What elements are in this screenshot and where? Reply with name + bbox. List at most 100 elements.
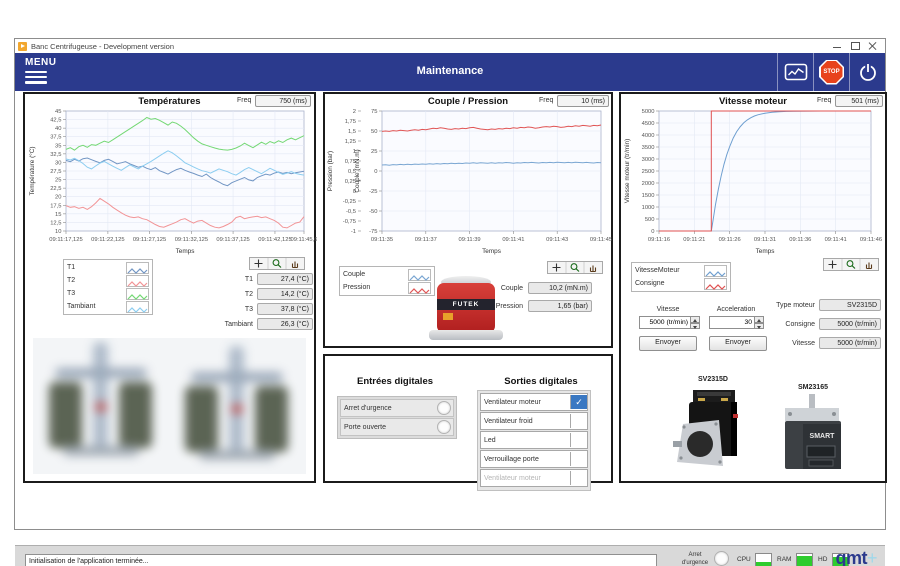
- svg-text:09:11:26: 09:11:26: [719, 237, 741, 243]
- motor-brand-text: SMART: [810, 433, 836, 440]
- input-row: Porte ouverte: [340, 418, 454, 436]
- svg-text:5000: 5000: [642, 109, 655, 115]
- freq-value[interactable]: 10 (ms): [557, 95, 609, 107]
- stop-button[interactable]: STOP: [813, 53, 849, 91]
- graph-palette[interactable]: [823, 258, 879, 276]
- vitesse-chart[interactable]: 5000450040003500300025002000150010005000…: [621, 107, 887, 257]
- graph-palette[interactable]: [249, 257, 305, 275]
- freq-value[interactable]: 501 (ms): [835, 95, 883, 107]
- line-chart-icon: [784, 63, 807, 81]
- main-content: Températures Freq 750 (ms) 45 42,5 40 37,5 3…: [15, 91, 887, 566]
- svg-text:42,5: 42,5: [50, 118, 61, 124]
- minimize-icon[interactable]: [831, 41, 843, 51]
- vitesse-input[interactable]: 5000 (tr/min): [639, 316, 700, 329]
- wave-icon: [126, 261, 149, 274]
- wave-icon: [126, 300, 149, 313]
- svg-text:35: 35: [55, 143, 61, 149]
- checkbox[interactable]: ✓: [570, 433, 587, 447]
- output-row[interactable]: Ventilateur froid✓: [480, 412, 588, 430]
- graph-palette[interactable]: [547, 261, 603, 279]
- legend-item[interactable]: T3: [67, 287, 149, 300]
- svg-text:50: 50: [371, 129, 377, 135]
- power-icon: [859, 64, 876, 81]
- svg-text:3000: 3000: [642, 157, 655, 163]
- spinner[interactable]: [755, 316, 764, 329]
- power-button[interactable]: [849, 53, 885, 91]
- wave-icon: [408, 281, 431, 294]
- svg-text:09:11:27,125: 09:11:27,125: [133, 237, 166, 243]
- envoyer-accel-button[interactable]: Envoyer: [709, 336, 767, 351]
- envoyer-vitesse-button[interactable]: Envoyer: [639, 336, 697, 351]
- output-row[interactable]: Led✓: [480, 431, 588, 449]
- pression-readout: Pression 1,65 (bar): [465, 300, 592, 312]
- svg-text:27,5: 27,5: [50, 169, 61, 175]
- inputs-title: Entrées digitales: [356, 376, 434, 387]
- consigne-readout: Consigne 5000 (tr/min): [761, 318, 881, 330]
- digital-io-panel: Entrées digitales Sorties digitales Arre…: [323, 354, 613, 491]
- output-row[interactable]: Verrouillage porte✓: [480, 450, 588, 468]
- menu-button[interactable]: MENU: [25, 57, 56, 84]
- svg-text:09:11:43: 09:11:43: [546, 237, 568, 243]
- hd-gauge: [832, 553, 849, 566]
- legend-item[interactable]: T2: [67, 274, 149, 287]
- svg-text:09:11:39: 09:11:39: [459, 237, 481, 243]
- close-icon[interactable]: [867, 41, 879, 51]
- graph-view-button[interactable]: [777, 53, 813, 91]
- checkbox[interactable]: ✓: [570, 452, 587, 466]
- svg-text:-1: -1: [351, 229, 356, 235]
- svg-text:09:11:17,125: 09:11:17,125: [49, 237, 82, 243]
- wave-icon: [126, 274, 149, 287]
- svg-text:Temps: Temps: [756, 248, 775, 255]
- hamburger-icon: [25, 70, 47, 74]
- svg-text:Température (°C): Température (°C): [28, 146, 36, 195]
- freq-label: Freq: [539, 97, 554, 104]
- wave-icon: [704, 264, 727, 277]
- output-row[interactable]: Ventilateur moteur ✓: [480, 393, 588, 411]
- svg-text:-0,5: -0,5: [346, 209, 356, 215]
- bench-photo: [33, 338, 306, 474]
- checkbox[interactable]: ✓: [570, 395, 587, 409]
- couple-pression-chart[interactable]: 75 50 25 0 -25 -50 -75 2 1,75 1,5 1,25 1 0,75 0,5 0,25…: [325, 107, 613, 257]
- svg-text:-50: -50: [369, 209, 377, 215]
- window-title: Banc Centrifugeuse - Development version: [31, 41, 174, 51]
- svg-text:1: 1: [353, 149, 356, 155]
- maximize-icon[interactable]: [849, 41, 861, 51]
- freq-label: Freq: [237, 97, 252, 104]
- svg-text:32,5: 32,5: [50, 152, 61, 158]
- legend-item[interactable]: VitesseMoteur: [635, 264, 727, 277]
- svg-text:09:11:36: 09:11:36: [789, 237, 811, 243]
- legend-item[interactable]: Consigne: [635, 277, 727, 290]
- svg-text:0: 0: [651, 229, 654, 235]
- svg-text:4500: 4500: [642, 121, 655, 127]
- legend-item[interactable]: Couple: [343, 268, 431, 281]
- ram-gauge: [796, 553, 813, 566]
- legend-item[interactable]: T1: [67, 261, 149, 274]
- wave-icon: [126, 287, 149, 300]
- motor-sm23165-photo: SMART: [785, 394, 841, 469]
- svg-text:09:11:16: 09:11:16: [648, 237, 670, 243]
- vitesse-legend: VitesseMoteur Consigne: [631, 262, 731, 292]
- accel-input[interactable]: 30: [709, 316, 764, 329]
- svg-text:Temps: Temps: [482, 248, 501, 255]
- svg-text:25: 25: [55, 178, 61, 184]
- temperatures-legend: T1 T2 T3 Tambiant: [63, 259, 153, 315]
- svg-text:09:11:32,125: 09:11:32,125: [175, 237, 208, 243]
- temperatures-title: Températures: [138, 96, 201, 107]
- freq-value[interactable]: 750 (ms): [255, 95, 311, 107]
- svg-text:09:11:21: 09:11:21: [683, 237, 705, 243]
- svg-text:2500: 2500: [642, 169, 655, 175]
- svg-text:Temps: Temps: [176, 248, 195, 255]
- legend-item[interactable]: Pression: [343, 281, 431, 294]
- spinner[interactable]: [691, 316, 700, 329]
- svg-text:0,25: 0,25: [345, 179, 356, 185]
- checkbox[interactable]: ✓: [570, 414, 587, 428]
- svg-text:1000: 1000: [642, 205, 655, 211]
- svg-text:1,25: 1,25: [345, 139, 356, 145]
- legend-item[interactable]: Tambiant: [67, 300, 149, 313]
- svg-text:09:11:35: 09:11:35: [371, 237, 393, 243]
- svg-text:1,5: 1,5: [348, 129, 356, 135]
- spin-up-icon: [755, 316, 764, 323]
- svg-text:12,5: 12,5: [50, 220, 61, 226]
- temperatures-chart[interactable]: 45 42,5 40 37,5 35 32,5 30 27,5 25 22,5 20 17,5 15 12…: [26, 107, 317, 257]
- input-row: Arret d'urgence: [340, 399, 454, 417]
